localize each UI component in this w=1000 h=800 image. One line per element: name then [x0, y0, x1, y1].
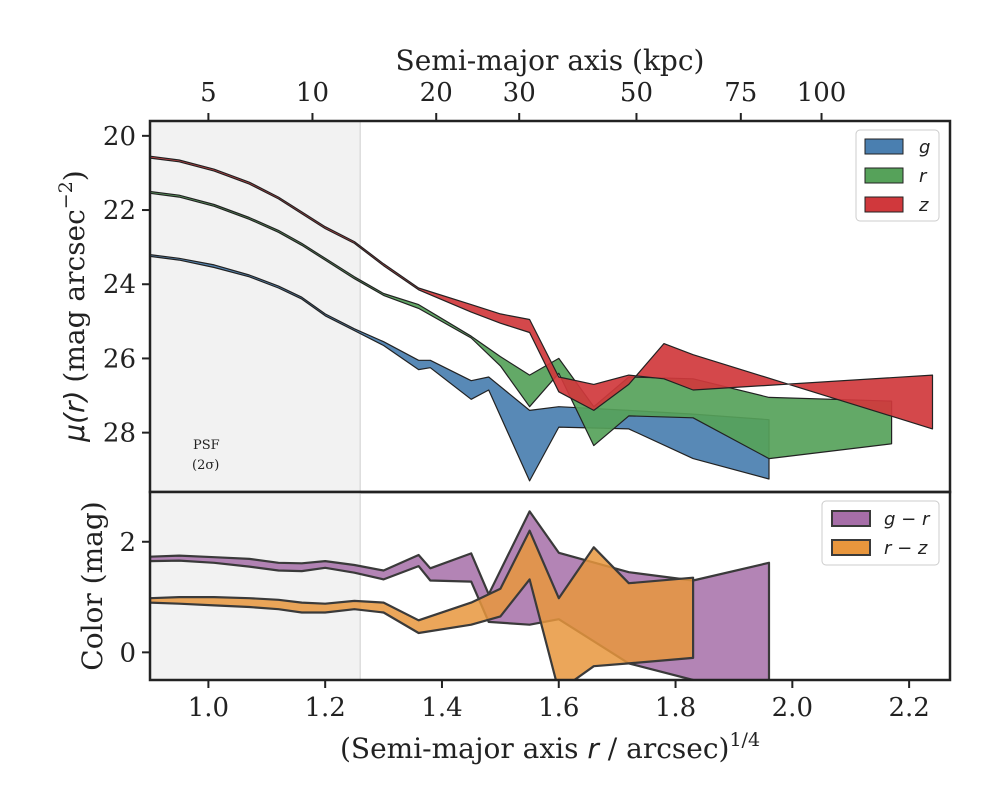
arcsec-x-axis: 1.0 1.2 1.4 1.6 1.8 2.0 2.2 — [188, 680, 930, 723]
psf-shaded-region-color — [150, 492, 361, 680]
mu-ytick-label: 22 — [103, 196, 136, 226]
kpc-tick-label: 10 — [296, 78, 329, 108]
psf-annotation-label: PSF — [193, 438, 220, 453]
kpc-tick-label: 20 — [420, 78, 453, 108]
mu-ytick-label: 20 — [103, 122, 136, 152]
kpc-tick-label: 100 — [797, 78, 847, 108]
arcsec-xtick-label: 2.2 — [888, 693, 929, 723]
bottom-x-title-main: (Semi-major axis — [340, 732, 587, 765]
band-legend: grz — [855, 129, 940, 222]
bottom-x-title-exp: 1/4 — [729, 729, 760, 751]
mu-title-close: ) — [58, 170, 91, 181]
mu-title-exp: −2 — [55, 181, 77, 209]
kpc-tick-label: 30 — [503, 78, 536, 108]
arcsec-xtick-label: 1.4 — [421, 693, 462, 723]
surface-brightness-panel: 20 22 24 26 28 5 10 20 30 50 75 100 grz PSF (2σ) — [103, 78, 952, 494]
legend-label-g-minus-r: g − r — [884, 509, 931, 530]
mu-var: (r) — [58, 391, 91, 424]
arcsec-xtick-label: 1.6 — [538, 693, 579, 723]
psf-annotation-sigma: (2σ) — [192, 458, 219, 473]
mu-symbol: μ — [58, 424, 91, 443]
band-z-area — [150, 155, 934, 430]
bottom-x-axis-title: (Semi-major axis r / arcsec)1/4 — [340, 729, 760, 765]
arcsec-xtick-label: 1.0 — [188, 693, 229, 723]
legend-label-z: z — [918, 195, 929, 216]
mu-y-axis: 20 22 24 26 28 — [103, 122, 150, 449]
color-legend: g − r r − z — [821, 500, 940, 566]
bottom-x-title-unit: / arcsec) — [599, 732, 730, 765]
legend-swatch-r — [864, 167, 904, 184]
color-panel-frame — [148, 490, 952, 682]
legend-label-r: r — [919, 166, 928, 187]
top-x-axis-title: Semi-major axis (kpc) — [396, 44, 705, 77]
color-ytick-label: 2 — [119, 528, 136, 558]
mu-y-axis-title: μ(r) (mag arcsec−2) — [55, 170, 91, 443]
kpc-top-axis: 5 10 20 30 50 75 100 — [200, 78, 846, 121]
bottom-x-title-var: r — [587, 732, 600, 765]
color-ytick-label: 0 — [119, 638, 136, 668]
legend-swatch-g — [864, 138, 904, 155]
arcsec-xtick-label: 1.2 — [305, 693, 346, 723]
legend-swatch-r-minus-z — [831, 539, 871, 556]
surface-brightness-series — [150, 155, 934, 482]
color-r-minus-z-area — [150, 529, 695, 680]
color-panel: 02 1.0 1.2 1.4 1.6 1.8 2.0 2.2 g − rr − z — [119, 490, 952, 723]
band-r-area — [150, 190, 893, 460]
mu-title-main: (mag arcsec — [58, 209, 91, 382]
legend-swatch-z — [864, 196, 904, 213]
psf-shaded-region — [150, 121, 361, 492]
arcsec-xtick-label: 1.8 — [655, 693, 696, 723]
kpc-tick-label: 5 — [200, 78, 217, 108]
mu-ytick-label: 26 — [103, 344, 136, 374]
mu-ytick-label: 28 — [103, 419, 136, 449]
kpc-tick-label: 75 — [724, 78, 757, 108]
arcsec-xtick-label: 2.0 — [772, 693, 813, 723]
kpc-tick-label: 50 — [620, 78, 653, 108]
color-y-axis: 02 — [119, 528, 150, 668]
legend-label-g: g — [919, 137, 930, 158]
mu-ytick-label: 24 — [103, 270, 136, 300]
legend-label-r-minus-z: r − z — [884, 538, 928, 559]
color-y-axis-title: Color (mag) — [76, 501, 109, 670]
color-series — [150, 510, 771, 680]
legend-swatch-g-minus-r — [831, 510, 871, 527]
